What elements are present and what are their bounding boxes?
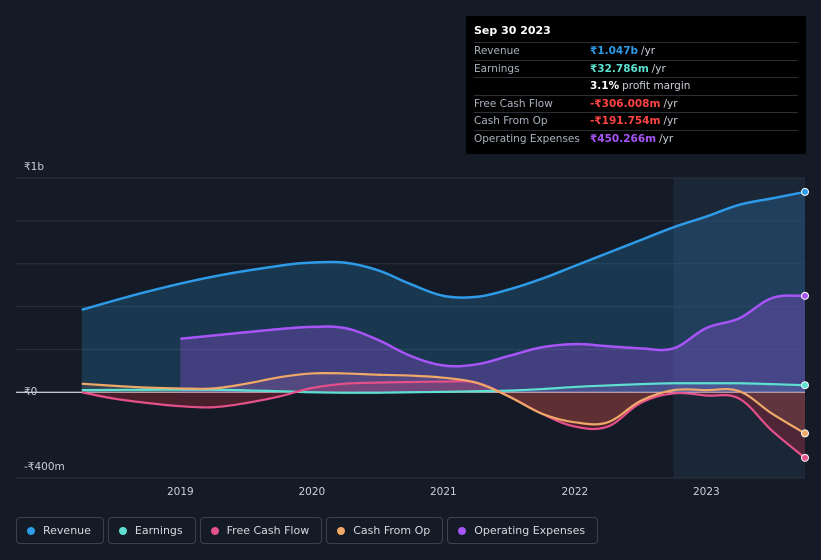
legend-item-revenue[interactable]: Revenue (16, 517, 104, 544)
free-cash-flow-line (81, 380, 806, 459)
x-tick-label: 2020 (299, 486, 326, 498)
y-label-bottom: -₹400m (24, 461, 65, 473)
revenue-line (81, 190, 806, 311)
tooltip-row: Earnings ₹32.786m/yr (474, 59, 798, 78)
tooltip-row: Cash From Op -₹191.754m/yr (474, 112, 798, 130)
x-tick-label: 2023 (693, 486, 720, 498)
operating-expenses-area (180, 295, 805, 393)
tooltip-unit: /yr (641, 45, 656, 58)
y-label-zero: ₹0 (24, 386, 37, 398)
tooltip-label: Operating Expenses (474, 132, 580, 145)
legend-dot-icon (458, 526, 467, 535)
earnings-endpoint (801, 381, 809, 390)
earnings-line (81, 382, 806, 394)
x-tick-label: 2021 (430, 486, 457, 498)
legend-dot-icon (118, 526, 127, 535)
operating-expenses-endpoint (801, 291, 809, 300)
tooltip-label: Free Cash Flow (474, 97, 553, 110)
tooltip-label: Earnings (474, 62, 520, 75)
y-label-top: ₹1b (24, 161, 44, 173)
tooltip-row: Revenue ₹1.047b/yr (474, 42, 798, 60)
chart: ₹1b ₹0 -₹400m 2019 2020 2021 2022 2023 (16, 161, 809, 498)
tooltip-value: ₹1.047b (590, 45, 639, 58)
tooltip-unit: /yr (651, 62, 666, 75)
operating-expenses-line (180, 294, 806, 368)
legend-label: Earnings (134, 524, 183, 537)
cash-from-op-line (81, 371, 806, 435)
tooltip-date: Sep 30 2023 (474, 24, 551, 37)
tooltip-row: Operating Expenses ₹450.266m/yr (474, 129, 798, 148)
tooltip-label: Cash From Op (474, 115, 548, 128)
tooltip-value: -₹306.008m (590, 97, 661, 110)
legend: Revenue Earnings Free Cash Flow Cash From O… (16, 517, 599, 544)
tooltip-unit: /yr (663, 115, 678, 128)
legend-label: Cash From Op (353, 524, 431, 537)
legend-dot-icon (27, 526, 35, 535)
highlight-region (673, 178, 805, 478)
tooltip-row: Free Cash Flow -₹306.008m/yr (474, 94, 798, 113)
tooltip-unit: /yr (663, 97, 678, 110)
tooltip-unit: /yr (659, 132, 674, 145)
free-cash-flow-endpoint (801, 453, 809, 462)
x-tick-label: 2022 (562, 486, 589, 498)
legend-label: Operating Expenses (474, 524, 586, 537)
legend-dot-icon (337, 526, 346, 535)
tooltip-value: ₹32.786m (590, 62, 649, 75)
x-axis-ticks: 2019 2020 2021 2022 2023 (167, 486, 720, 498)
legend-item-earnings[interactable]: Earnings (107, 517, 196, 544)
cash-from-op-area (81, 373, 805, 434)
legend-label: Free Cash Flow (226, 524, 310, 537)
data-tooltip: Sep 30 2023 Revenue ₹1.047b/yr Earnings ₹32… (466, 16, 806, 154)
tooltip-row: 3.1% profit margin (474, 77, 798, 95)
legend-item-free-cash-flow[interactable]: Free Cash Flow (199, 517, 323, 544)
tooltip-label: Revenue (474, 45, 520, 58)
legend-label: Revenue (43, 524, 91, 537)
cash-from-op-endpoint (801, 429, 809, 438)
legend-item-cash-from-op[interactable]: Cash From Op (326, 517, 444, 544)
tooltip-unit: profit margin (622, 80, 691, 93)
series-lines (81, 190, 806, 459)
revenue-area (81, 191, 805, 393)
legend-item-operating-expenses[interactable]: Operating Expenses (447, 517, 599, 544)
x-tick-label: 2019 (167, 486, 194, 498)
free-cash-flow-area (81, 381, 805, 458)
legend-dot-icon (210, 526, 219, 535)
revenue-endpoint (801, 187, 809, 196)
tooltip-value: -₹191.754m (590, 115, 661, 128)
tooltip-value: ₹450.266m (590, 132, 657, 145)
series-endpoints (801, 187, 809, 462)
tooltip-value: 3.1% (590, 80, 620, 93)
